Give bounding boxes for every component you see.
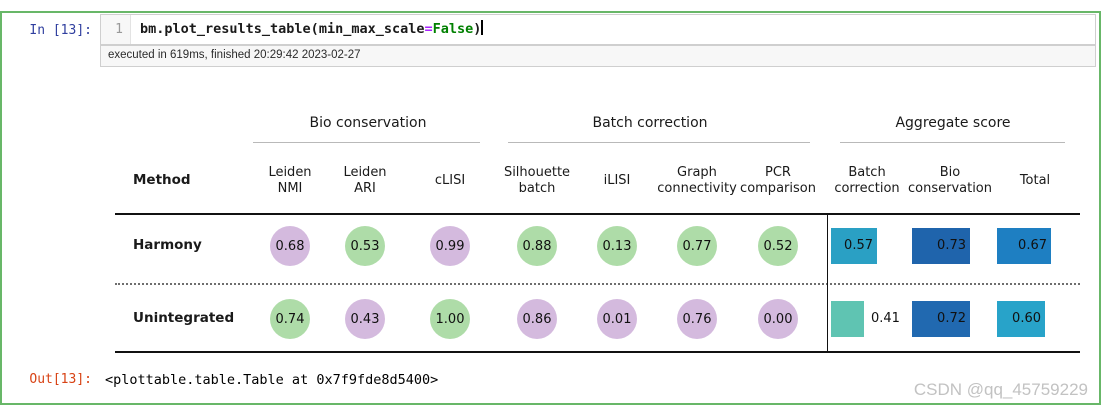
column-header-method: Method <box>133 172 191 188</box>
code-equals-operator: = <box>424 21 433 37</box>
metric-value: 0.86 <box>522 311 552 327</box>
metric-value: 0.53 <box>350 238 380 254</box>
score-bar: 0.72 <box>912 301 970 337</box>
column-header-line: Graph <box>677 165 717 180</box>
column-header-leiden-ari: Leiden ARI <box>305 158 425 204</box>
metric-value: 0.68 <box>275 238 305 254</box>
metric-circle: 0.68 <box>270 226 310 266</box>
column-header-line: NMI <box>277 181 303 196</box>
column-header-line: iLISI <box>603 173 631 188</box>
column-header-line: PCR <box>765 165 791 180</box>
column-header-pcr-comparison: PCR comparison <box>718 158 838 204</box>
code-cell-input[interactable]: 1 bm.plot_results_table(min_max_scale=Fa… <box>100 14 1096 45</box>
header-separator-line <box>115 213 1080 215</box>
group-header-bio-conservation: Bio conservation <box>309 115 427 131</box>
metric-circle: 0.99 <box>430 226 470 266</box>
execution-info: executed in 619ms, finished 20:29:42 202… <box>108 49 361 61</box>
column-header-agg-bio-conservation: Bio conservation <box>890 158 1010 204</box>
aggregate-divider-line <box>827 214 828 352</box>
output-prompt: Out[13]: <box>29 372 92 387</box>
line-number-gutter: 1 <box>101 15 131 44</box>
screenshot-green-frame <box>0 11 1101 405</box>
column-header-line: cLISI <box>434 173 466 188</box>
group-underline-bio-conservation <box>253 142 480 143</box>
metric-value: 0.76 <box>682 311 712 327</box>
metric-circle: 0.53 <box>345 226 385 266</box>
csdn-watermark: CSDN @qq_45759229 <box>913 380 1088 399</box>
column-header-line: Total <box>1019 173 1051 188</box>
row-label-unintegrated: Unintegrated <box>133 310 235 326</box>
score-bar: 0.67 <box>997 228 1051 264</box>
column-header-graph-connectivity: Graph connectivity <box>637 158 757 204</box>
input-prompt: In [13]: <box>29 23 92 38</box>
table-bottom-line <box>115 351 1080 353</box>
metric-circle: 0.76 <box>677 299 717 339</box>
metric-circle: 0.88 <box>517 226 557 266</box>
score-value: 0.72 <box>937 311 966 326</box>
group-header-aggregate-score: Aggregate score <box>895 115 1011 131</box>
metric-circle: 1.00 <box>430 299 470 339</box>
output-repr-text: <plottable.table.Table at 0x7f9fde8d5400… <box>105 372 439 388</box>
column-header-line: conservation <box>907 181 993 196</box>
score-value: 0.57 <box>844 238 873 253</box>
column-header-total: Total <box>975 158 1095 204</box>
score-bar: 0.60 <box>997 301 1045 337</box>
row-label-harmony: Harmony <box>133 237 202 253</box>
metric-value: 0.74 <box>275 311 305 327</box>
metric-value: 0.77 <box>682 238 712 254</box>
column-header-line: connectivity <box>657 181 737 196</box>
code-close-paren: ) <box>473 21 482 37</box>
execute-time-strip: executed in 619ms, finished 20:29:42 202… <box>100 45 1096 67</box>
metric-value: 0.01 <box>602 311 632 327</box>
score-value: 0.60 <box>1012 311 1041 326</box>
metric-circle: 0.01 <box>597 299 637 339</box>
metric-circle: 0.74 <box>270 299 310 339</box>
metric-value: 0.43 <box>350 311 380 327</box>
score-bar: 0.41 <box>831 301 900 337</box>
column-header-ilisi: iLISI <box>557 158 677 204</box>
metric-value: 0.52 <box>763 238 793 254</box>
group-underline-aggregate-score <box>840 142 1065 143</box>
metric-circle: 0.77 <box>677 226 717 266</box>
metric-value: 1.00 <box>435 311 465 327</box>
metric-circle: 0.52 <box>758 226 798 266</box>
score-value: 0.41 <box>871 311 900 326</box>
column-header-line: Leiden <box>343 165 387 180</box>
code-call: bm.plot_results_table( <box>140 21 319 37</box>
row-separator-dotted-line <box>115 283 1080 285</box>
column-header-silhouette-batch: Silhouette batch <box>477 158 597 204</box>
column-header-line: correction <box>834 181 900 196</box>
code-arg-name: min_max_scale <box>318 21 425 37</box>
score-bar: 0.57 <box>831 228 877 264</box>
metric-circle: 0.86 <box>517 299 557 339</box>
metric-circle: 0.00 <box>758 299 798 339</box>
metric-value: 0.13 <box>602 238 632 254</box>
code-editor-line[interactable]: bm.plot_results_table(min_max_scale=Fals… <box>131 15 483 44</box>
score-value: 0.73 <box>937 238 966 253</box>
metric-circle: 0.13 <box>597 226 637 266</box>
score-value: 0.67 <box>1018 238 1047 253</box>
column-header-line: Leiden <box>268 165 312 180</box>
metric-circle: 0.43 <box>345 299 385 339</box>
metric-value: 0.99 <box>435 238 465 254</box>
column-header-leiden-nmi: Leiden NMI <box>230 158 350 204</box>
column-header-clisi: cLISI <box>390 158 510 204</box>
group-header-batch-correction: Batch correction <box>592 115 708 131</box>
column-header-line: Bio <box>939 165 961 180</box>
column-header-line: Batch <box>848 165 886 180</box>
metric-value: 0.88 <box>522 238 552 254</box>
column-header-agg-batch-correction: Batch correction <box>807 158 927 204</box>
text-cursor <box>481 20 483 35</box>
column-header-line: Silhouette <box>503 165 571 180</box>
code-false-keyword: False <box>432 21 474 37</box>
column-header-line: ARI <box>354 181 376 196</box>
group-underline-batch-correction <box>508 142 810 143</box>
score-bar: 0.73 <box>912 228 970 264</box>
column-header-line: comparison <box>740 181 816 196</box>
column-header-line: batch <box>518 181 556 196</box>
metric-value: 0.00 <box>763 311 793 327</box>
